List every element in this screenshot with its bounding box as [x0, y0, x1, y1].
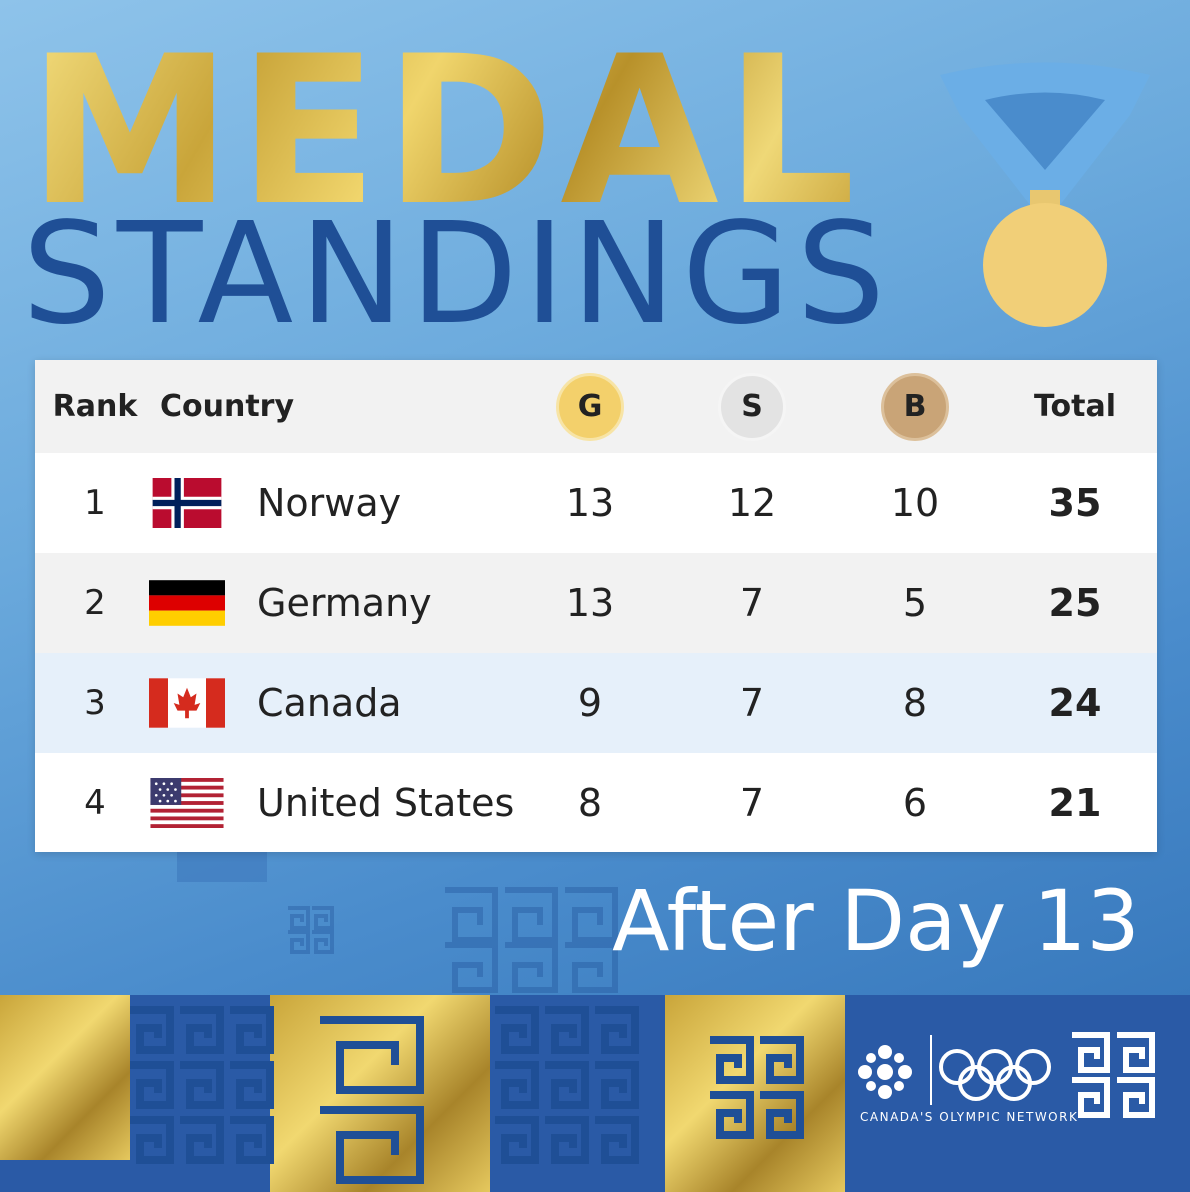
title-medal: MEDAL	[28, 13, 862, 251]
broadcaster-logos	[855, 1030, 1165, 1130]
greek-key-logo-icon	[1072, 1032, 1155, 1118]
table-header: Rank Country G S B Total	[35, 360, 1157, 453]
total-count: 21	[1048, 780, 1102, 825]
title-standings: STANDINGS	[22, 193, 892, 356]
greek-key-pattern-icon	[445, 887, 618, 993]
silver-count: 7	[739, 581, 765, 625]
country-name: United States	[257, 780, 515, 825]
table-row: 2 Germany 13 7 5 25	[35, 553, 1157, 653]
bronze-header: B	[860, 360, 970, 453]
gold-count: 13	[565, 581, 615, 625]
footer-band	[0, 995, 1190, 1192]
bronze-badge-icon: B	[881, 372, 949, 441]
decorative-block	[177, 852, 267, 882]
network-label: CANADA'S OLYMPIC NETWORK	[860, 1110, 1079, 1124]
country-name: Germany	[257, 581, 432, 625]
bronze-count: 5	[902, 581, 928, 625]
gold-texture-block	[0, 995, 130, 1160]
country-name: Canada	[257, 681, 402, 725]
gold-count: 8	[577, 780, 603, 825]
olympic-rings-icon	[939, 1049, 1051, 1101]
gold-count: 13	[565, 481, 615, 525]
rank-cell: 2	[84, 583, 106, 623]
usa-flag-icon	[150, 778, 224, 828]
rank-cell: 4	[84, 782, 106, 823]
greek-key-pattern-icon	[130, 1006, 804, 1184]
table-row: 4 United States 8 7 6 21	[35, 753, 1157, 852]
rank-header: Rank	[52, 389, 138, 424]
germany-flag-icon	[149, 580, 225, 626]
silver-header: S	[697, 360, 807, 453]
gold-badge-icon: G	[556, 372, 624, 441]
logo-divider	[930, 1035, 932, 1105]
gold-count: 9	[577, 681, 603, 725]
bronze-count: 10	[890, 481, 940, 525]
total-header: Total	[1034, 389, 1116, 424]
bronze-count: 6	[902, 780, 928, 825]
rank-cell: 1	[84, 483, 106, 523]
gold-header: G	[535, 360, 645, 453]
bronze-count: 8	[902, 681, 928, 725]
medal-table: Rank Country G S B Total 1 Norway 13 12 …	[35, 360, 1157, 852]
greek-key-pattern-icon	[288, 906, 334, 954]
total-count: 25	[1048, 581, 1102, 625]
country-header: Country	[160, 389, 295, 424]
silver-count: 7	[739, 780, 765, 825]
medal-icon	[940, 62, 1150, 327]
total-count: 35	[1048, 481, 1102, 525]
norway-flag-icon	[152, 478, 222, 528]
rank-cell: 3	[84, 683, 106, 723]
canada-flag-icon	[149, 678, 225, 728]
table-row: 1 Norway 13 12 10 35	[35, 453, 1157, 553]
after-day-subtitle: After Day 13	[612, 872, 1140, 970]
silver-count: 7	[739, 681, 765, 725]
silver-count: 12	[727, 481, 777, 525]
cbc-gem-icon	[858, 1045, 912, 1099]
table-row: 3 Canada 9 7 8 24	[35, 653, 1157, 753]
country-name: Norway	[257, 481, 402, 525]
total-count: 24	[1048, 681, 1102, 725]
silver-badge-icon: S	[718, 372, 786, 441]
gold-texture-block	[665, 995, 845, 1192]
